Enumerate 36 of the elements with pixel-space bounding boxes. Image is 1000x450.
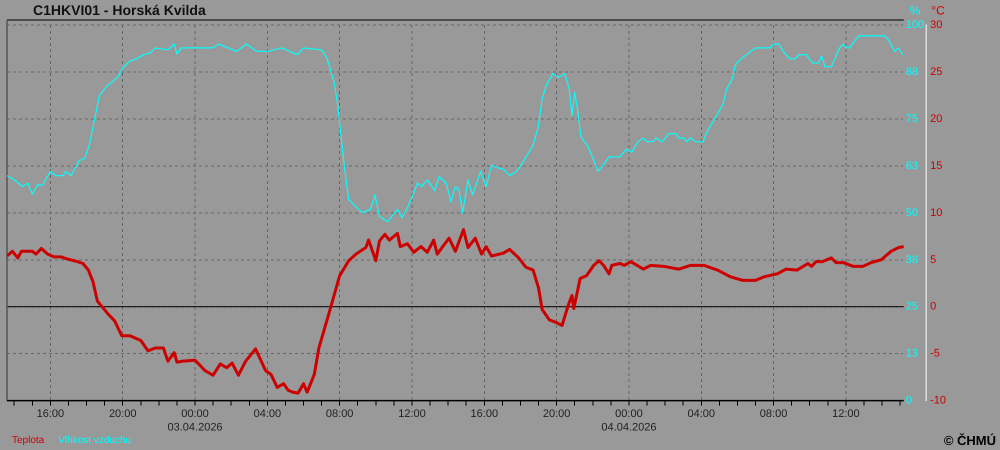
y2-tick-label: 63: [906, 160, 918, 172]
y-tick-label: 5: [930, 254, 936, 266]
chart-title: C1HKVI01 - Horská Kvilda: [33, 2, 206, 18]
x-tick-label: 08:00: [326, 408, 354, 420]
x-tick-label: 04:00: [254, 408, 282, 420]
x-tick-label: 16:00: [36, 408, 64, 420]
y2-tick-label: 25: [906, 300, 918, 313]
x-tick-label: 12:00: [832, 408, 860, 420]
y-tick-label: 15: [930, 160, 942, 172]
x-tick-label: 08:00: [760, 408, 788, 420]
x-tick-label: 20:00: [108, 408, 136, 420]
x-tick-label: 00:00 04.04.2026: [601, 408, 656, 434]
y2-axis-title: %: [910, 3, 921, 18]
y2-tick-label: 38: [906, 254, 918, 266]
y2-tick-label: 88: [906, 66, 918, 78]
x-tick-label: 20:00: [542, 408, 570, 420]
y-tick-label: 10: [930, 206, 942, 219]
x-tick-label: 12:00: [398, 408, 426, 420]
y2-tick-label: 13: [906, 348, 918, 360]
text: Vlhkost vzduchu: [58, 435, 132, 446]
y2-tick-label: 75: [906, 112, 918, 125]
x-tick-label: 04:00: [687, 408, 716, 420]
text: © ČHMÚ: [944, 433, 996, 448]
x-tick-label: 16:00: [470, 408, 498, 420]
y2-tick-label: 100: [906, 19, 924, 32]
text: Teplota: [12, 435, 44, 446]
y-axis-title: °C: [931, 3, 946, 18]
y-tick-label: -10: [930, 394, 946, 407]
y2-tick-label: 50: [906, 206, 918, 219]
y-tick-label: 20: [930, 112, 942, 125]
y-tick-label: 30: [930, 19, 942, 32]
y-tick-label: 0: [930, 300, 936, 313]
y-tick-label: -5: [930, 348, 940, 360]
y-tick-label: 25: [930, 66, 942, 78]
y2-tick-label: 0: [906, 394, 912, 407]
x-tick-label: 00:00 03.04.2026: [167, 408, 223, 434]
